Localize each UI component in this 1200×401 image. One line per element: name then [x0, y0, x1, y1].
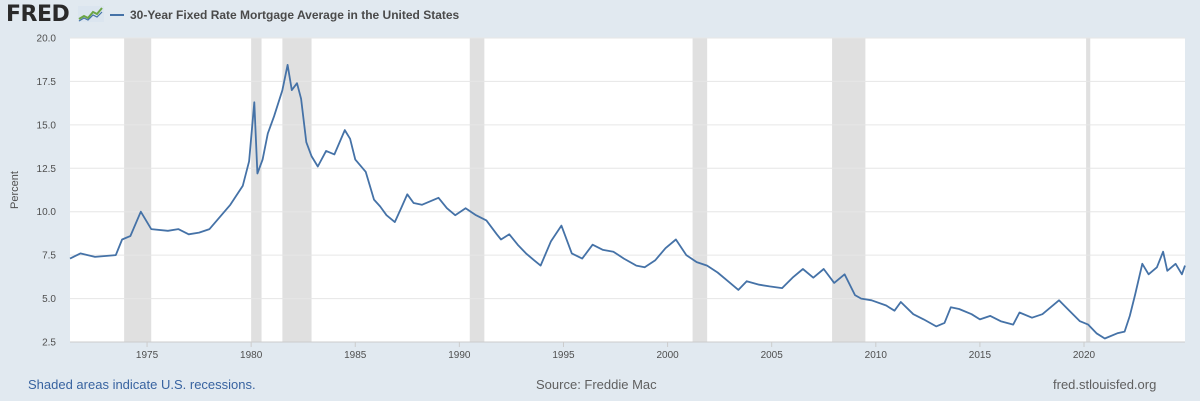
x-axis-ticks: 1975 1980 1985 1990 1995 2000 2005 2010 2015 2020 — [70, 341, 1185, 361]
x-tick-label: 2020 — [1073, 350, 1096, 361]
x-tick-label: 2010 — [865, 350, 888, 361]
legend-series-label[interactable]: 30-Year Fixed Rate Mortgage Average in t… — [130, 8, 460, 22]
series-line-0[interactable] — [69, 64, 1186, 340]
recession-band-1 — [251, 38, 262, 342]
fred-logo: FRED — [6, 2, 70, 27]
x-tick-label: 1985 — [344, 350, 367, 361]
x-tick-label: 1995 — [552, 350, 575, 361]
recession-band-4 — [692, 38, 708, 342]
plot-area — [70, 38, 1185, 342]
y-tick-label: 20.0 — [37, 34, 57, 45]
y-tick-label: 5.0 — [42, 294, 56, 305]
y-tick-label: 12.5 — [37, 164, 57, 175]
recession-band-2 — [282, 38, 312, 342]
chart-legend[interactable]: 30-Year Fixed Rate Mortgage Average in t… — [110, 8, 459, 22]
site-link[interactable]: fred.stlouisfed.org — [1053, 377, 1157, 392]
x-tick-label: 1980 — [240, 350, 263, 361]
y-tick-label: 17.5 — [37, 77, 57, 88]
series-layer — [69, 64, 1186, 340]
recession-bands — [124, 38, 1091, 342]
recession-band-0 — [124, 38, 152, 342]
source-text: Source: Freddie Mac — [536, 377, 657, 392]
recession-band-5 — [832, 38, 866, 342]
y-tick-label: 2.5 — [42, 338, 56, 349]
y-tick-label: 15.0 — [37, 120, 57, 131]
y-tick-label: 10.0 — [37, 207, 57, 218]
chart-header: FRED 30-Year Fixed Rate Mortgage Average… — [0, 0, 1200, 32]
x-tick-label: 1975 — [136, 350, 159, 361]
y-axis-label: Percent — [9, 171, 21, 209]
legend-swatch — [110, 14, 124, 16]
x-tick-label: 2015 — [969, 350, 992, 361]
x-tick-label: 2005 — [761, 350, 784, 361]
recessions-note-link[interactable]: Shaded areas indicate U.S. recessions. — [28, 377, 256, 392]
x-tick-label: 1990 — [448, 350, 471, 361]
y-axis-ticks: 2.5 5.0 7.5 10.0 12.5 15.0 17.5 20.0 — [37, 34, 57, 349]
recession-band-3 — [469, 38, 485, 342]
fred-logo-chart-icon — [78, 6, 104, 22]
y-tick-label: 7.5 — [42, 251, 56, 262]
x-tick-label: 2000 — [656, 350, 679, 361]
recession-band-6 — [1086, 38, 1091, 342]
